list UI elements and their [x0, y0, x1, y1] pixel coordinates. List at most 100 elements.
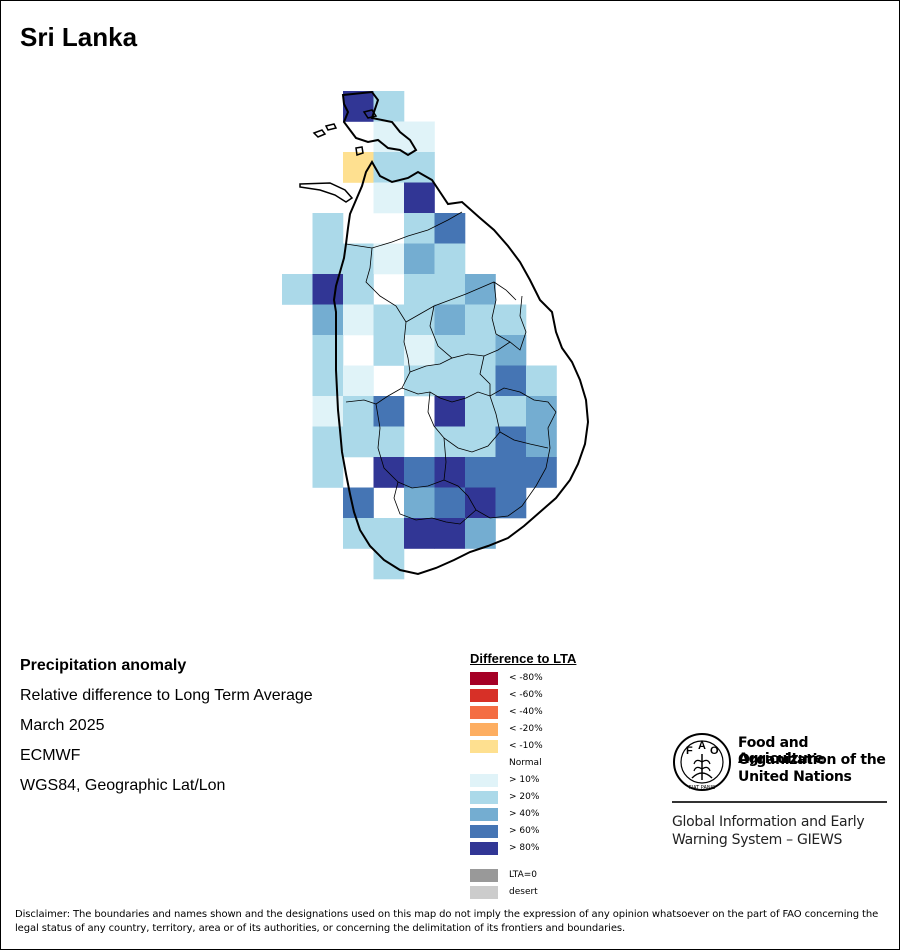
legend: Difference to LTA < -80% < -60% < -40% < -2… [470, 651, 630, 899]
legend-item: desert [470, 885, 538, 899]
program-name-line: Global Information and Early [672, 814, 865, 830]
logo-divider [672, 801, 887, 803]
legend-label: < -40% [509, 707, 543, 717]
legend-swatch [470, 705, 498, 719]
org-name-line: Food and Agriculture [738, 735, 824, 767]
grid-cell [312, 457, 344, 488]
legend-swatch [470, 739, 498, 753]
grid-cell [465, 426, 496, 458]
province-boundaries [345, 211, 557, 525]
legend-swatch [470, 824, 498, 838]
legend-item: < -20% [470, 722, 543, 736]
grid-cell [312, 365, 344, 397]
legend-label: < -10% [509, 741, 543, 751]
grid-cell [434, 304, 466, 336]
legend-swatch [470, 868, 498, 882]
legend-swatch [470, 722, 498, 736]
grid-cell [343, 426, 374, 458]
grid-cell [465, 365, 496, 397]
program-name-line: Warning System – GIEWS [672, 832, 843, 848]
grid-cell [404, 182, 435, 214]
legend-swatch [470, 841, 498, 855]
grid-cell [373, 335, 405, 366]
org-name-line: United Nations [738, 769, 852, 785]
grid-cell [343, 243, 374, 275]
main-island-outline [332, 160, 590, 576]
legend-swatch [470, 885, 498, 899]
grid-cell [404, 487, 435, 519]
legend-label: > 80% [509, 843, 540, 853]
jaffna-peninsula-outline [341, 90, 418, 157]
grid-cell [404, 365, 435, 397]
anomaly-grid [282, 91, 557, 580]
grid-cell [312, 426, 344, 458]
legend-label: desert [509, 887, 538, 897]
grid-cell [373, 396, 405, 427]
legend-title: Difference to LTA [470, 651, 577, 666]
province-boundary [499, 431, 549, 449]
legend-label: < -80% [509, 673, 543, 683]
island-outline [362, 109, 378, 119]
grid-cell [282, 274, 313, 305]
grid-cell [404, 243, 435, 275]
fao-emblem-icon: F A O FIAT PANIS [673, 733, 731, 791]
legend-label: > 40% [509, 809, 540, 819]
grid-cell [434, 213, 466, 244]
province-boundary [397, 479, 523, 519]
legend-item: < -10% [470, 739, 543, 753]
island-outline [324, 123, 338, 131]
grid-cell [465, 335, 496, 366]
legend-item: < -40% [470, 705, 543, 719]
province-boundary [393, 481, 477, 525]
province-boundary [429, 305, 511, 359]
legend-swatch [470, 807, 498, 821]
grid-cell [404, 335, 435, 366]
grid-cell [343, 274, 374, 305]
info-subheading: Relative difference to Long Term Average [20, 687, 313, 704]
legend-swatch [470, 773, 498, 787]
map-title: Sri Lanka [20, 22, 138, 52]
grid-cell [434, 365, 466, 397]
emblem-letter: A [698, 740, 706, 752]
grid-cell [343, 91, 374, 122]
grid-cell [343, 304, 374, 336]
legend-swatch [470, 756, 498, 770]
grid-cell [404, 518, 435, 549]
legend-swatch [470, 688, 498, 702]
mannar-spit-outline [299, 182, 354, 203]
info-projection: WGS84, Geographic Lat/Lon [20, 777, 226, 794]
grid-cell [434, 487, 466, 519]
grid-cell [404, 274, 435, 305]
grid-cell [343, 487, 374, 519]
grid-cell [373, 243, 405, 275]
grid-cell [404, 213, 435, 244]
emblem-motto: FIAT PANIS [689, 785, 716, 791]
grid-cell [526, 365, 557, 397]
legend-label: < -60% [509, 690, 543, 700]
org-name-line: Organization of the [738, 752, 886, 768]
grid-cell [495, 457, 527, 488]
province-boundary [409, 357, 453, 373]
grid-cell [373, 304, 405, 336]
grid-cell [404, 304, 435, 336]
grid-cell [465, 304, 496, 336]
grid-cell [495, 365, 527, 397]
grid-cell [465, 396, 496, 427]
legend-item: > 20% [470, 790, 539, 804]
grid-cell [526, 426, 557, 458]
info-period: March 2025 [20, 717, 105, 734]
island-outline [312, 129, 327, 138]
grid-cell [373, 152, 405, 183]
province-boundary [443, 437, 447, 481]
grid-cell [495, 487, 527, 519]
grid-cell [526, 396, 557, 427]
grid-cell [434, 396, 466, 427]
grid-cell [312, 213, 344, 244]
grid-cell [495, 396, 527, 427]
legend-item: > 60% [470, 824, 539, 838]
grid-cell [373, 518, 405, 549]
grid-cell [495, 335, 527, 366]
legend-label: LTA=0 [509, 870, 537, 880]
province-boundary [427, 391, 501, 453]
disclaimer: Disclaimer: The boundaries and names sho… [15, 909, 879, 934]
